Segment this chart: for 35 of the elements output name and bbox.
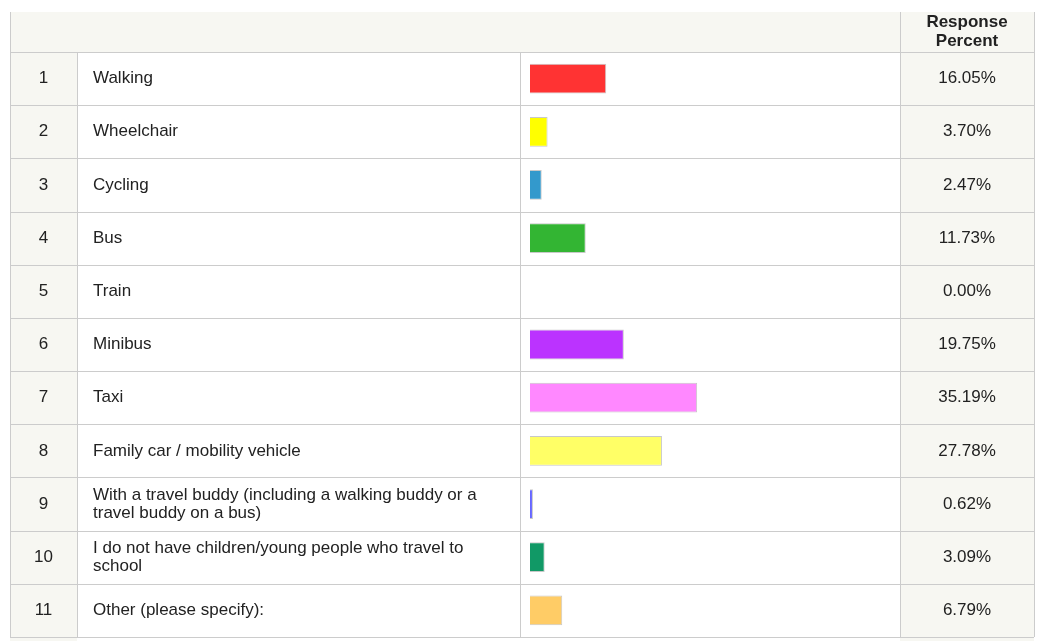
text: 10 — [34, 546, 53, 566]
text: 6 — [38, 334, 49, 354]
y-tick-label: With a travel buddy (including a walking buddy or a travel buddy on a bus) — [93, 484, 478, 522]
data-label: 3.09% — [942, 546, 992, 566]
text: Response Percent — [926, 12, 1008, 51]
text: 2 — [38, 121, 49, 141]
text: 8 — [38, 440, 49, 460]
text: 7 — [38, 387, 49, 407]
y-tick-label: Taxi — [93, 387, 124, 407]
y-tick-label: Family car / mobility vehicle — [93, 440, 301, 460]
data-label: 0.62% — [942, 493, 992, 513]
data-label: 16.05% — [938, 68, 996, 88]
y-tick-label: Wheelchair — [93, 121, 179, 141]
y-tick-label: Minibus — [93, 334, 152, 354]
text: 9 — [38, 493, 49, 513]
y-tick-label: Train — [93, 281, 132, 301]
y-tick-label: Other (please specify) — [93, 600, 260, 620]
text: 4 — [38, 227, 49, 247]
text: 5 — [38, 281, 49, 301]
y-tick-label: Bus — [93, 227, 123, 247]
y-tick-label: Cycling — [93, 174, 149, 194]
text: 1 — [38, 68, 49, 88]
data-label: 35.19% — [938, 387, 996, 407]
data-label: 0.00% — [942, 281, 992, 301]
data-label: 2.47% — [942, 174, 992, 194]
y-tick-label: I do not have children/young people who travel to school — [93, 537, 464, 575]
data-label: 11.73% — [938, 227, 996, 247]
data-label: 19.75% — [938, 334, 996, 354]
text: 3 — [38, 174, 49, 194]
text: 11 — [34, 600, 53, 620]
data-label: 3.70% — [942, 121, 992, 141]
text: : — [259, 600, 265, 620]
y-tick-label: Walking — [93, 68, 153, 88]
data-label: 6.79% — [942, 600, 992, 620]
data-label: 27.78% — [938, 440, 996, 460]
